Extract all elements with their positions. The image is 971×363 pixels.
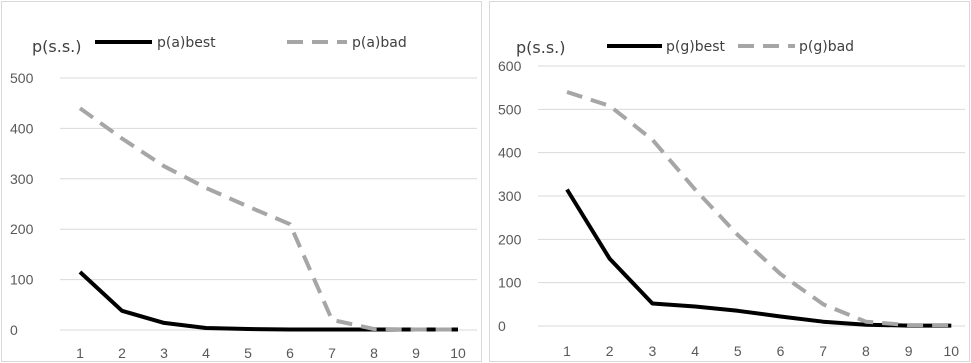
legend-label: p(g)bad [799, 39, 854, 55]
legend-label: p(a)bad [352, 35, 407, 51]
x-tick-label: 2 [118, 345, 126, 361]
y-tick-label: 300 [10, 171, 34, 187]
x-tick-label: 6 [777, 343, 785, 359]
series-line-p(a)best [78, 270, 458, 332]
chart-a: 0 100 200 300 400 500 1 2 3 4 5 6 7 8 9 10 p(s.s.) p(a)be… [10, 35, 477, 361]
y-tick-label: 0 [498, 318, 506, 334]
series-line-p(g)bad [566, 90, 952, 328]
x-tick-label: 7 [328, 345, 336, 361]
y-axis-label: p(s.s.) [516, 38, 565, 57]
x-tick-label: 5 [734, 343, 742, 359]
x-tick-label: 3 [649, 343, 657, 359]
chart-g: 0 100 200 300 400 500 600 1 2 3 4 5 6 7 8 9 10 p(s.s.) p(g… [498, 38, 965, 359]
x-tick-label: 8 [862, 343, 870, 359]
y-tick-label: 100 [10, 272, 34, 288]
x-tick-label: 2 [606, 343, 614, 359]
x-tick-label: 5 [244, 345, 252, 361]
x-tick-label: 10 [450, 345, 466, 361]
chart-panel-g: 0 100 200 300 400 500 600 1 2 3 4 5 6 7 8 9 10 p(s.s.) p(g… [489, 1, 970, 362]
x-tick-label: 1 [76, 345, 84, 361]
y-axis-label: p(s.s.) [32, 37, 81, 56]
y-tick-label: 600 [498, 58, 522, 74]
x-tick-label: 10 [944, 343, 960, 359]
y-tick-label: 400 [498, 145, 522, 161]
y-tick-label: 0 [10, 322, 18, 338]
x-tick-label: 7 [819, 343, 827, 359]
chart-panel-a: 0 100 200 300 400 500 1 2 3 4 5 6 7 8 9 10 p(s.s.) p(a)be… [1, 1, 482, 362]
series-line-p(g)best [565, 188, 952, 328]
series-line-p(a)bad [78, 106, 458, 332]
y-tick-label: 300 [498, 188, 522, 204]
x-tick-label: 3 [160, 345, 168, 361]
y-tick-label: 100 [498, 275, 522, 291]
x-tick-label: 9 [905, 343, 913, 359]
x-tick-label: 6 [286, 345, 294, 361]
legend-label: p(a)best [157, 35, 216, 51]
y-tick-label: 400 [10, 120, 34, 136]
x-tick-label: 4 [691, 343, 699, 359]
x-tick-label: 4 [202, 345, 210, 361]
y-tick-label: 200 [10, 221, 34, 237]
x-tick-label: 1 [563, 343, 571, 359]
y-tick-label: 500 [10, 70, 34, 86]
y-tick-label: 500 [498, 101, 522, 117]
x-tick-label: 9 [412, 345, 420, 361]
legend-label: p(g)best [666, 39, 725, 55]
x-tick-label: 8 [370, 345, 378, 361]
y-tick-label: 200 [498, 231, 522, 247]
